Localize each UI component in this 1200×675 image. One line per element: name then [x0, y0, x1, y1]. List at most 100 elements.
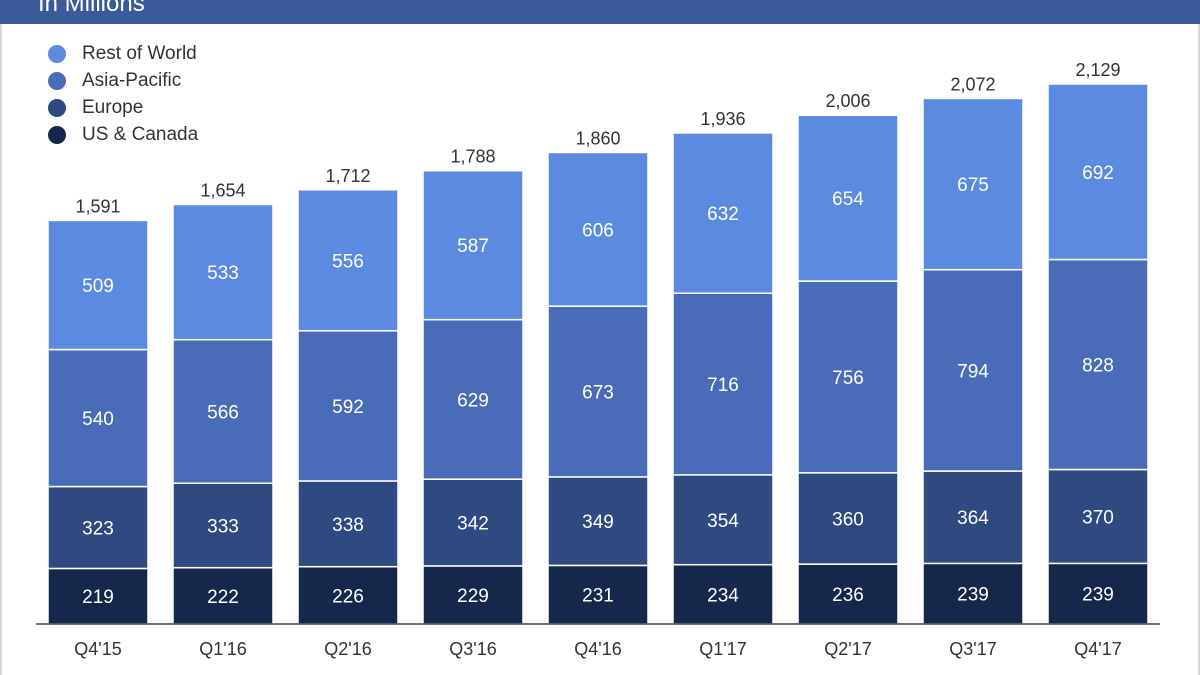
bar-segment-us-canada [47, 567, 149, 625]
segment-value-label: 509 [82, 276, 114, 297]
segment-value-label: 222 [207, 587, 239, 608]
segment-value-label: 673 [582, 383, 614, 404]
x-axis-tick-label: Q2'17 [824, 639, 871, 659]
bar-segment-asia-pacific [1047, 258, 1149, 471]
header-text: In Millions [38, 0, 145, 17]
segment-value-label: 236 [832, 585, 864, 606]
segment-value-label: 629 [457, 390, 489, 411]
segment-value-label: 556 [332, 251, 364, 272]
segment-value-label: 333 [207, 516, 239, 537]
bar-total-label: 1,860 [575, 128, 620, 148]
segment-value-label: 231 [582, 586, 614, 607]
legend-item-europe: Europe [48, 94, 198, 121]
segment-value-label: 364 [957, 508, 989, 529]
bar-segment-rest-of-world [1047, 83, 1149, 261]
bar-segment-rest-of-world [547, 151, 649, 307]
x-axis-tick-label: Q2'16 [324, 639, 371, 659]
bar-total-label: 1,712 [325, 166, 370, 186]
x-axis-tick-label: Q1'17 [699, 639, 746, 659]
bar-segment-europe [422, 478, 524, 567]
bar-segment-rest-of-world [297, 189, 399, 332]
segment-value-label: 360 [832, 509, 864, 530]
bar-segment-rest-of-world [47, 219, 149, 351]
segment-value-label: 756 [832, 368, 864, 389]
segment-value-label: 794 [957, 361, 989, 382]
segment-value-label: 219 [82, 587, 114, 608]
segment-value-label: 606 [582, 220, 614, 241]
segment-value-label: 239 [1082, 585, 1114, 606]
segment-value-label: 592 [332, 397, 364, 418]
segment-value-label: 234 [707, 585, 739, 606]
bar-total-label: 1,788 [450, 147, 495, 167]
segment-value-label: 540 [82, 409, 114, 430]
bar-segment-europe [1047, 468, 1149, 565]
right-frame-border [1198, 24, 1200, 675]
segment-value-label: 533 [207, 263, 239, 284]
bar-total-label: 1,936 [700, 109, 745, 129]
segment-value-label: 675 [957, 175, 989, 196]
segment-value-label: 632 [707, 204, 739, 225]
segment-value-label: 654 [832, 189, 864, 210]
legend-item-us-canada: US & Canada [48, 121, 198, 148]
bar-segment-europe [297, 480, 399, 568]
bar-segment-europe [797, 472, 899, 565]
segment-value-label: 342 [457, 514, 489, 535]
legend-swatch-asia-pacific [48, 71, 66, 90]
segment-value-label: 587 [457, 236, 489, 257]
legend-label: Rest of World [82, 42, 197, 64]
bar-segment-us-canada [1047, 562, 1149, 625]
segment-value-label: 828 [1082, 356, 1114, 377]
bar-segment-europe [672, 474, 774, 566]
segment-value-label: 370 [1082, 507, 1114, 528]
segment-value-label: 716 [707, 375, 739, 396]
segment-value-label: 229 [457, 586, 489, 607]
legend-item-asia-pacific: Asia-Pacific [48, 67, 198, 94]
bar-segment-us-canada [797, 563, 899, 625]
left-frame-border [0, 24, 2, 675]
legend-item-rest-of-world: Rest of World [48, 40, 198, 67]
bar-segment-rest-of-world [797, 114, 899, 282]
chart-legend: Rest of World Asia-Pacific Europe US & C… [48, 40, 198, 148]
bar-segment-rest-of-world [172, 203, 274, 341]
bar-segment-us-canada [422, 565, 524, 625]
segment-value-label: 323 [82, 518, 114, 539]
bar-segment-europe [47, 485, 149, 570]
legend-swatch-europe [48, 98, 66, 117]
legend-label: Europe [82, 96, 144, 118]
bar-total-label: 2,006 [825, 91, 870, 111]
legend-swatch-us-canada [48, 125, 66, 144]
bar-segment-asia-pacific [797, 280, 899, 474]
segment-value-label: 692 [1082, 163, 1114, 184]
bar-total-label: 1,591 [75, 196, 120, 216]
x-axis-tick-label: Q3'16 [449, 639, 496, 659]
segment-value-label: 226 [332, 586, 364, 607]
segment-value-label: 354 [707, 511, 739, 532]
bar-total-label: 2,129 [1075, 60, 1120, 80]
bar-total-label: 1,654 [200, 180, 245, 200]
bar-segment-us-canada [547, 564, 649, 625]
segment-value-label: 239 [957, 585, 989, 606]
legend-label: Asia-Pacific [82, 69, 182, 91]
segment-value-label: 566 [207, 402, 239, 423]
segment-value-label: 349 [582, 512, 614, 533]
x-axis-tick-label: Q4'16 [574, 639, 621, 659]
legend-swatch-rest-of-world [48, 44, 66, 63]
segment-value-label: 338 [332, 515, 364, 536]
x-axis-tick-label: Q4'15 [74, 639, 121, 659]
bar-total-label: 2,072 [950, 74, 995, 94]
bar-segment-rest-of-world [672, 132, 774, 295]
bar-segment-asia-pacific [297, 330, 399, 482]
bar-segment-rest-of-world [422, 169, 524, 321]
bar-segment-us-canada [922, 562, 1024, 625]
x-axis-tick-label: Q4'17 [1074, 639, 1121, 659]
header-banner: In Millions [0, 0, 1200, 24]
legend-label: US & Canada [82, 123, 199, 145]
bar-segment-rest-of-world [922, 97, 1024, 271]
x-axis-tick-label: Q1'16 [199, 639, 246, 659]
bar-segment-asia-pacific [547, 305, 649, 478]
bar-segment-europe [547, 476, 649, 567]
bar-segment-europe [172, 482, 274, 569]
bar-segment-asia-pacific [172, 338, 274, 484]
bar-segment-asia-pacific [672, 292, 774, 476]
